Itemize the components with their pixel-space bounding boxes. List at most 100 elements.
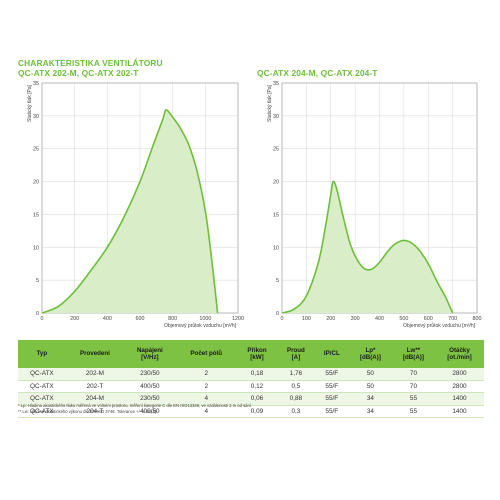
table-cell: 55 (391, 405, 435, 419)
left-y-tick-label: 30 (33, 114, 39, 120)
table-header-cell: Počet pólů (175, 340, 237, 368)
right-x-tick-label: 500 (399, 316, 408, 322)
right-x-tick-label: 100 (302, 316, 311, 322)
right-y-tick-label: 10 (273, 245, 279, 251)
table-cell: 2800 (434, 380, 484, 394)
table-cell: 0,18 (236, 368, 278, 381)
table-cell: 1400 (434, 405, 484, 419)
right-y-tick-label: 0 (276, 311, 279, 317)
table-row: QC-ATX 204-M 230/50 4 0,06 0,88 55/F 34 55 1400 (18, 392, 484, 406)
header-text: [V/Hz] (141, 354, 159, 361)
table-cell: QC-ATX (18, 380, 66, 394)
table-row: QC-ATX 204-T 400/50 4 0,09 0,3 55/F 34 55 1400 (18, 405, 484, 419)
header-text: [dB(A)] (402, 354, 424, 361)
header-text: IP/CL (323, 350, 340, 358)
header-text: [ot./min] (447, 354, 472, 361)
table-header-cell: Napájení [V/Hz] (124, 340, 176, 368)
table-header-cell: Otáčky [ot./min] (434, 340, 484, 368)
table-cell: 70 (391, 368, 435, 381)
left-y-tick-label: 5 (36, 278, 39, 284)
right-y-tick-label: 30 (273, 114, 279, 120)
left-x-tick-label: 200 (70, 316, 79, 322)
left-curve-line (41, 109, 219, 314)
table-cell: 230/50 (124, 368, 176, 381)
footnote-lw: ** Lw: Hladina akustického výkonu dle EN… (18, 408, 157, 414)
right-y-tick-label: 5 (276, 278, 279, 284)
left-x-tick-label: 1200 (232, 316, 244, 322)
table-cell: 230/50 (124, 392, 176, 406)
left-chart-title: CHARAKTERISTIKA VENTILÁTORU QC-ATX 202-M… (18, 58, 163, 78)
right-y-tick-label: 25 (273, 147, 279, 153)
right-y-tick-label: 15 (273, 212, 279, 218)
table-cell: 0,06 (236, 392, 278, 406)
table-cell: 0,5 (277, 380, 315, 394)
left-x-tick-label: 1000 (199, 316, 211, 322)
table-cell: 55/F (314, 380, 349, 394)
right-chart-title: QC-ATX 204-M, QC-ATX 204-T (257, 68, 377, 78)
table-header-cell: Příkon [kW] (236, 340, 278, 368)
table-cell: 202-M (65, 368, 125, 381)
left-y-tick-label: 0 (36, 311, 39, 317)
left-x-axis-label: Objemový průtok vzduchu [m³/h] (164, 322, 237, 329)
header-text: Lp* (365, 346, 376, 354)
left-x-tick-label: 800 (168, 316, 177, 322)
table-row: QC-ATX 202-M 230/50 2 0,18 1,76 55/F 50 70 2800 (18, 368, 484, 381)
table-cell: 2 (175, 368, 237, 381)
table-cell: 4 (175, 405, 237, 419)
table-cell: 34 (348, 392, 392, 406)
left-x-tick-label: 0 (41, 316, 44, 322)
table-cell: 2800 (434, 368, 484, 381)
header-text: [kW] (250, 354, 264, 361)
left-y-tick-label: 10 (33, 245, 39, 251)
right-x-tick-label: 200 (326, 316, 335, 322)
header-text: Otáčky (449, 346, 470, 354)
right-x-tick-label: 0 (281, 316, 284, 322)
left-x-tick-label: 600 (136, 316, 145, 322)
header-text: Napájení (136, 346, 163, 354)
table-header-row: Typ Provedení Napájení [V/Hz] Počet pólů Přík… (18, 340, 484, 368)
table-cell: 50 (348, 368, 392, 381)
right-x-tick-label: 300 (351, 316, 360, 322)
left-x-tick-label: 400 (103, 316, 112, 322)
table-cell: 400/50 (124, 380, 176, 394)
right-curve-area (282, 181, 453, 313)
header-text: Příkon (247, 346, 267, 354)
left-title-line2: QC-ATX 202-M, QC-ATX 202-T (18, 68, 139, 78)
header-text: Lw** (406, 346, 421, 354)
table-cell: 400/50 (124, 405, 176, 419)
right-y-axis-label: Statický tlak [Pa] (267, 84, 273, 122)
table-header-cell: Provedení (65, 340, 125, 368)
table-cell: 0,88 (277, 392, 315, 406)
right-x-tick-label: 700 (448, 316, 457, 322)
table-cell: 4 (175, 392, 237, 406)
charts-canvas: 0 200 400 600 800 1000 120005101520253035Objem… (27, 81, 482, 329)
table-header-cell: Typ (18, 340, 66, 368)
right-x-tick-label: 400 (375, 316, 384, 322)
table-row: QC-ATX 202-T 400/50 2 0,12 0,5 55/F 50 70 2800 (18, 380, 484, 394)
table-cell: 55/F (314, 368, 349, 381)
header-text: Provedení (79, 350, 110, 358)
header-text: Typ (36, 350, 48, 358)
table-cell: 202-T (65, 380, 125, 394)
table-cell: 34 (348, 405, 392, 419)
table-cell: 1,76 (277, 368, 315, 381)
table-cell: 1400 (434, 392, 484, 406)
footnote-lp: * Lp: Hladina akustického tlaku měřená v… (18, 403, 251, 408)
right-title-line1: QC-ATX 204-M, QC-ATX 204-T (257, 68, 378, 78)
header-text: [A] (291, 354, 301, 361)
table-cell: 204-T (65, 405, 125, 419)
right-y-tick-label: 20 (273, 180, 279, 186)
table-cell: 55 (391, 392, 435, 406)
header-text: [dB(A)] (359, 354, 381, 361)
header-text: Počet pólů (190, 350, 223, 358)
table-cell: 2 (175, 380, 237, 394)
left-y-tick-label: 15 (33, 212, 39, 218)
table-cell: 55/F (314, 392, 349, 406)
table-cell: 0,3 (277, 405, 315, 419)
left-y-axis-label: Statický tlak [Pa] (27, 84, 33, 122)
table-header-cell: IP/CL (314, 340, 349, 368)
left-y-tick-label: 35 (33, 81, 39, 87)
table-cell: QC-ATX (18, 405, 66, 419)
table-cell: QC-ATX (18, 368, 66, 381)
left-curve-area (42, 109, 218, 313)
